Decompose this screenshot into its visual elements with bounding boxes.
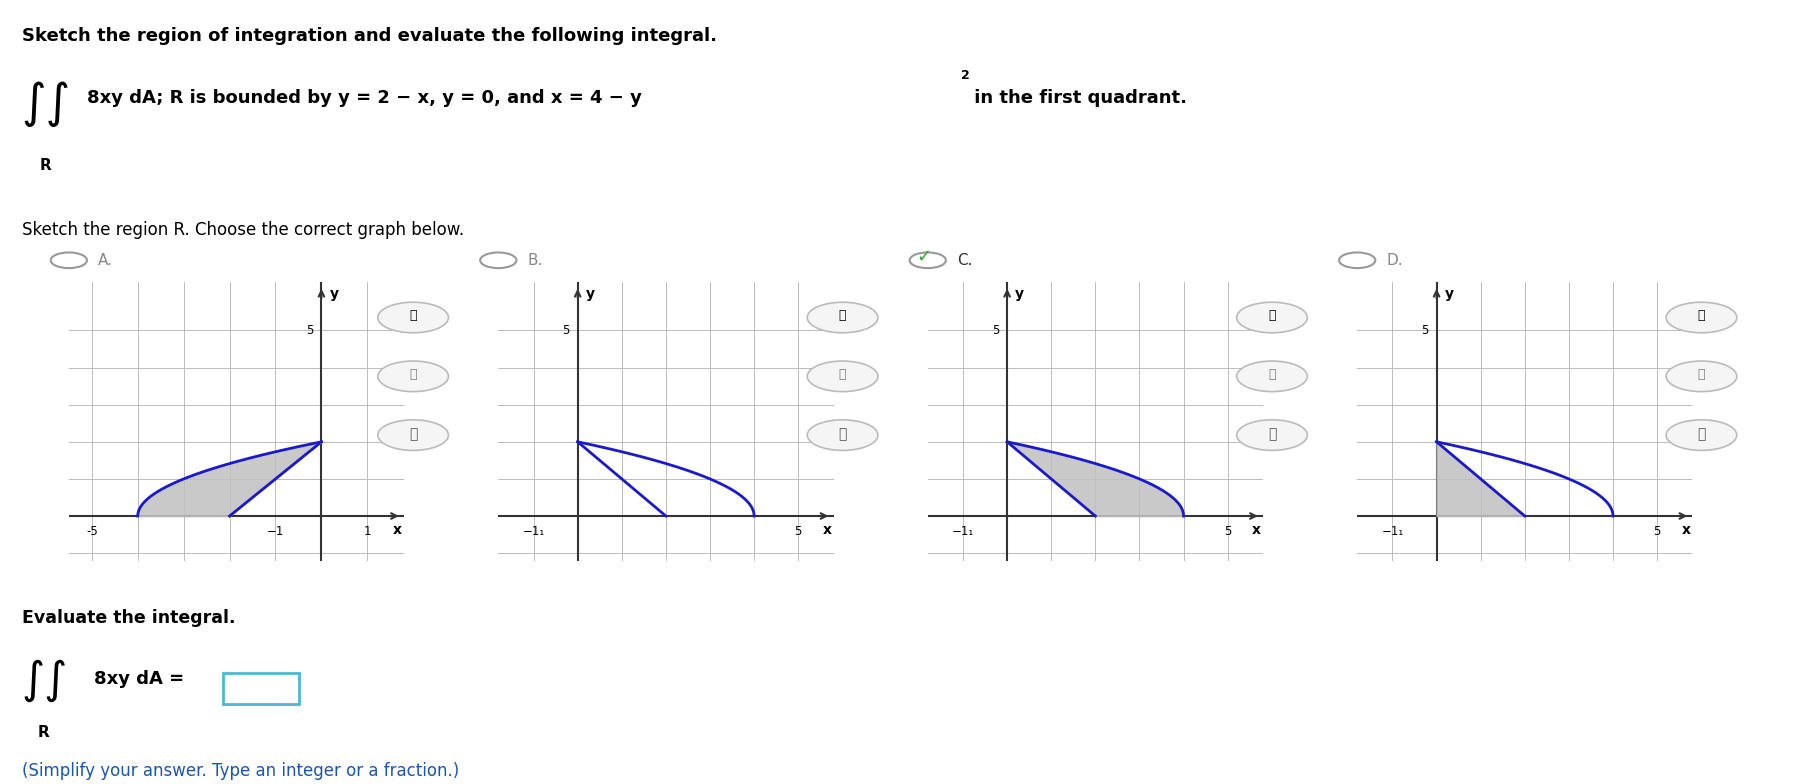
Text: ∫∫: ∫∫: [22, 82, 71, 127]
Text: Evaluate the integral.: Evaluate the integral.: [22, 609, 236, 627]
Text: 🔍: 🔍: [839, 368, 846, 381]
Text: 🔍: 🔍: [1698, 310, 1705, 322]
Text: ⧉: ⧉: [1698, 427, 1705, 441]
Circle shape: [379, 361, 449, 392]
Text: 8xy dA; R is bounded by y = 2 − x, y = 0, and x = 4 − y: 8xy dA; R is bounded by y = 2 − x, y = 0…: [87, 89, 641, 107]
Text: x: x: [393, 523, 402, 537]
FancyBboxPatch shape: [223, 673, 299, 704]
Text: Sketch the region of integration and evaluate the following integral.: Sketch the region of integration and eva…: [22, 27, 718, 45]
Text: 🔍: 🔍: [839, 310, 846, 322]
Text: 5: 5: [991, 324, 998, 337]
Text: 5: 5: [1223, 525, 1232, 539]
Text: B.: B.: [527, 252, 542, 268]
Text: A.: A.: [98, 252, 112, 268]
Circle shape: [379, 420, 449, 450]
Text: D.: D.: [1386, 252, 1402, 268]
Circle shape: [1665, 420, 1736, 450]
Text: 1: 1: [364, 525, 371, 539]
Text: 5: 5: [1421, 324, 1428, 337]
Text: 🔍: 🔍: [1698, 368, 1705, 381]
Text: x: x: [823, 523, 832, 537]
Text: −1₁: −1₁: [951, 525, 975, 539]
Circle shape: [808, 361, 877, 392]
Text: y: y: [330, 287, 339, 301]
Circle shape: [1665, 303, 1736, 333]
Text: 2: 2: [960, 69, 969, 82]
Text: (Simplify your answer. Type an integer or a fraction.): (Simplify your answer. Type an integer o…: [22, 762, 458, 780]
Text: ✓: ✓: [917, 249, 931, 266]
Text: ⧉: ⧉: [839, 427, 846, 441]
Text: −1₁: −1₁: [522, 525, 545, 539]
Text: 5: 5: [562, 324, 569, 337]
Text: y: y: [1444, 287, 1453, 301]
Circle shape: [379, 303, 449, 333]
Circle shape: [1236, 303, 1306, 333]
Text: −1: −1: [266, 525, 284, 539]
Circle shape: [1236, 361, 1306, 392]
Text: 5: 5: [1653, 525, 1662, 539]
Text: ⧉: ⧉: [410, 427, 417, 441]
Text: 🔍: 🔍: [410, 368, 417, 381]
Circle shape: [808, 420, 877, 450]
Text: R: R: [40, 158, 51, 172]
Text: ∫∫: ∫∫: [22, 659, 69, 702]
Text: in the first quadrant.: in the first quadrant.: [968, 89, 1187, 107]
Text: x: x: [1682, 523, 1691, 537]
Text: −1₁: −1₁: [1381, 525, 1404, 539]
Text: -5: -5: [85, 525, 98, 539]
Text: 🔍: 🔍: [1268, 310, 1276, 322]
Circle shape: [1236, 420, 1306, 450]
Text: C.: C.: [957, 252, 973, 268]
Text: x: x: [1252, 523, 1261, 537]
Text: Sketch the region R. Choose the correct graph below.: Sketch the region R. Choose the correct …: [22, 221, 464, 239]
Text: 8xy dA =: 8xy dA =: [94, 670, 190, 688]
Text: y: y: [1015, 287, 1024, 301]
Text: 5: 5: [306, 324, 313, 337]
Text: 🔍: 🔍: [1268, 368, 1276, 381]
Text: R: R: [38, 725, 49, 740]
Circle shape: [808, 303, 877, 333]
Text: 5: 5: [794, 525, 803, 539]
Text: ⧉: ⧉: [1268, 427, 1276, 441]
Text: y: y: [585, 287, 594, 301]
Circle shape: [1665, 361, 1736, 392]
Text: 🔍: 🔍: [410, 310, 417, 322]
